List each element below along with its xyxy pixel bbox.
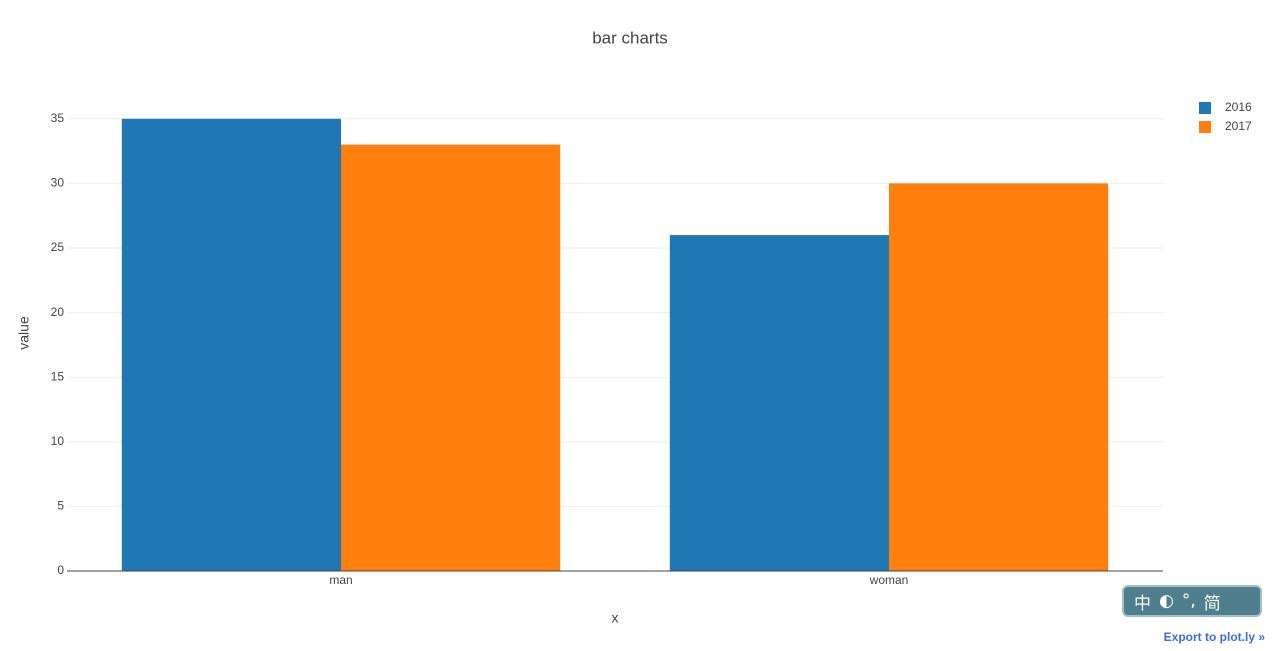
legend-label: 2016: [1225, 100, 1252, 114]
legend-swatch: [1199, 102, 1211, 114]
ime-charset[interactable]: 简: [1203, 593, 1221, 614]
y-tick-label: 10: [51, 434, 65, 448]
x-axis-title: x: [612, 610, 619, 626]
bar: [341, 144, 561, 571]
ime-punct[interactable]: °,: [1181, 591, 1196, 611]
y-tick-label: 35: [51, 111, 65, 125]
y-tick-label: 0: [57, 563, 64, 577]
y-tick-label: 5: [57, 499, 64, 513]
export-link[interactable]: Export to plot.ly »: [1163, 630, 1265, 644]
chart-title: bar charts: [592, 28, 668, 47]
y-tick-label: 30: [51, 176, 65, 190]
bar: [889, 183, 1109, 571]
legend-label: 2017: [1225, 119, 1252, 133]
x-tick-label: man: [329, 573, 352, 587]
bar: [121, 118, 341, 571]
y-axis-title: value: [16, 316, 32, 350]
ime-moon[interactable]: ◐: [1159, 591, 1174, 611]
legend-swatch: [1199, 121, 1211, 133]
bar: [669, 235, 889, 572]
ime-mode[interactable]: 中: [1134, 593, 1151, 614]
ime-toolbar[interactable]: 中 ◐ °, 简: [1122, 585, 1262, 617]
y-tick-label: 25: [51, 240, 65, 254]
x-tick-label: woman: [869, 573, 909, 587]
y-tick-label: 20: [51, 305, 65, 319]
y-tick-label: 15: [51, 369, 65, 383]
